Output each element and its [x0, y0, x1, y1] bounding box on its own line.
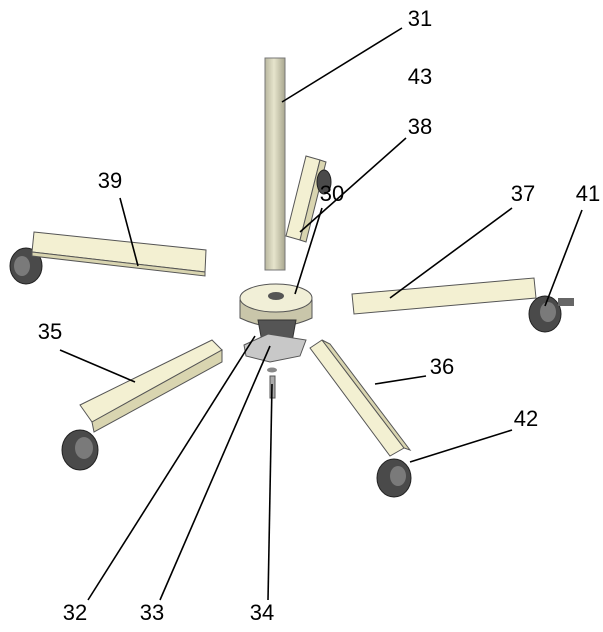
pole — [264, 57, 286, 271]
leg-back — [285, 155, 332, 243]
leg-right-lower — [309, 339, 412, 498]
label: 38 — [408, 114, 432, 139]
label: 36 — [430, 354, 454, 379]
label: 41 — [576, 181, 600, 206]
hub — [239, 283, 313, 399]
label: 33 — [140, 600, 164, 625]
label: 39 — [98, 168, 122, 193]
label: 30 — [320, 181, 344, 206]
leg-left-upper — [9, 231, 207, 285]
label: 31 — [408, 6, 432, 31]
label: 35 — [38, 319, 62, 344]
label: 37 — [511, 181, 535, 206]
leg-right — [351, 277, 574, 333]
leader-lines — [59, 27, 583, 601]
label: 43 — [408, 64, 432, 89]
label: 34 — [250, 600, 274, 625]
leg-left-lower — [61, 339, 223, 471]
label: 42 — [514, 406, 538, 431]
label: 32 — [63, 600, 87, 625]
